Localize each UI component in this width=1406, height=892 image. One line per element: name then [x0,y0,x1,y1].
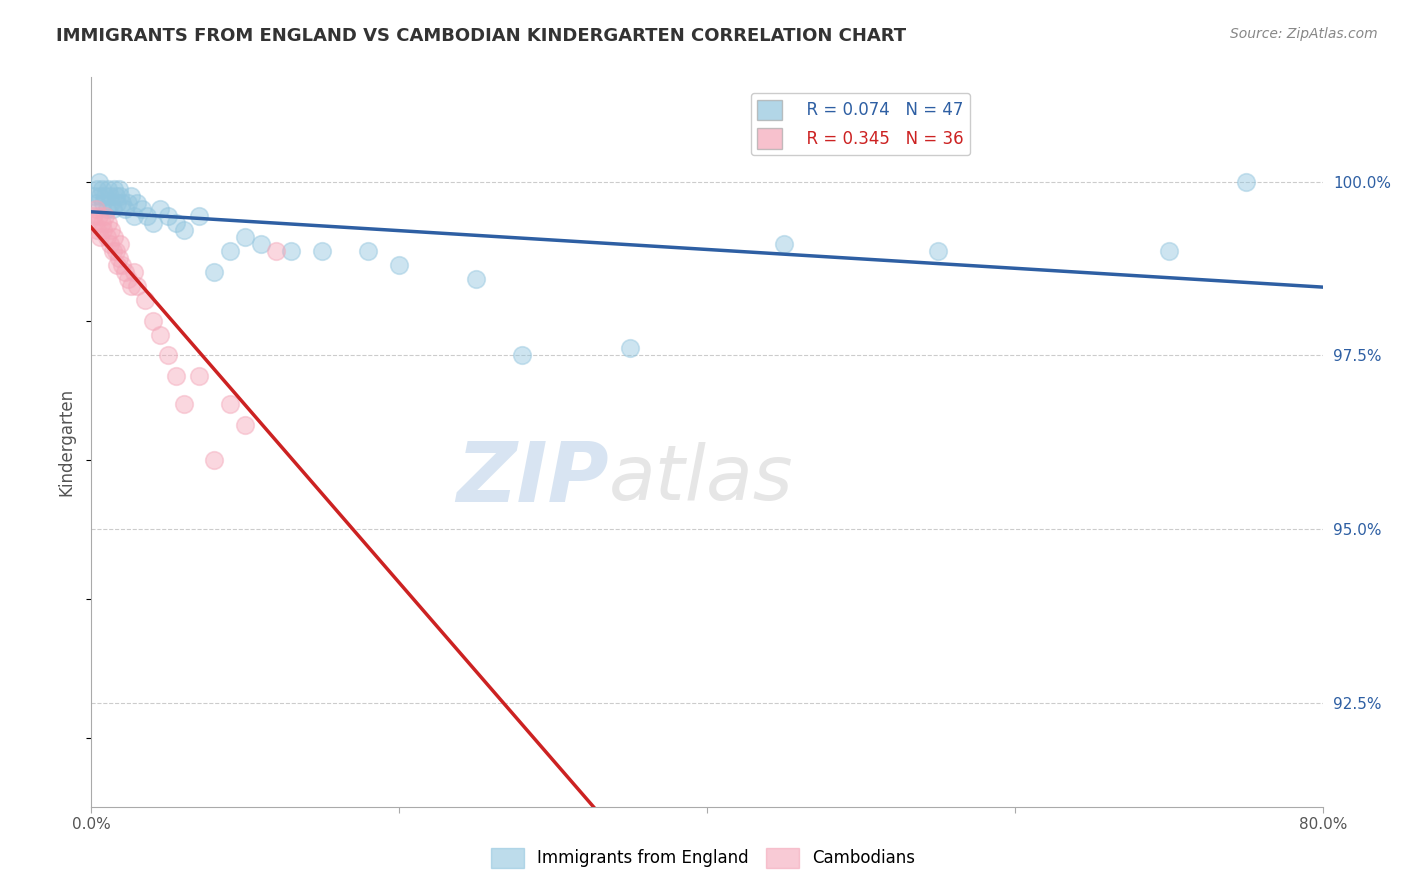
Point [1234,175,1257,189]
Text: atlas: atlas [609,442,793,516]
Point [233,230,256,244]
Point [773,237,796,252]
Point [173,223,195,237]
Point [165,216,187,230]
Point [108,251,131,265]
Point [93,223,115,237]
Point [89,230,111,244]
Point [84,202,107,217]
Point [108,181,131,195]
Point [84,195,107,210]
Point [117,195,139,210]
Point [218,397,240,411]
Point [96,202,118,217]
Text: Source: ZipAtlas.com: Source: ZipAtlas.com [1230,27,1378,41]
Point [110,237,132,252]
Point [124,210,146,224]
Point [111,258,134,272]
Point [97,216,120,230]
Point [264,244,287,259]
Point [127,195,149,210]
Point [105,195,128,210]
Point [1159,244,1181,259]
Point [96,230,118,244]
Point [927,244,949,259]
Point [87,175,110,189]
Point [87,210,110,224]
Point [142,216,165,230]
Point [114,265,136,279]
Point [98,188,121,202]
Legend: Immigrants from England, Cambodians: Immigrants from England, Cambodians [484,841,922,875]
Point [101,244,124,259]
Point [202,452,225,467]
Point [100,195,122,210]
Point [619,342,641,356]
Point [117,272,139,286]
Y-axis label: Kindergarten: Kindergarten [58,388,75,496]
Point [83,216,105,230]
Point [100,223,122,237]
Point [131,202,153,217]
Point [105,258,128,272]
Point [104,188,127,202]
Point [357,244,380,259]
Point [124,265,146,279]
Point [165,369,187,384]
Point [188,369,211,384]
Point [188,210,211,224]
Point [311,244,333,259]
Point [249,237,271,252]
Point [157,210,180,224]
Point [93,195,115,210]
Text: ZIP: ZIP [456,438,609,519]
Point [89,188,111,202]
Point [111,195,134,210]
Point [157,348,180,362]
Point [135,210,157,224]
Point [202,265,225,279]
Point [94,188,117,202]
Point [103,230,125,244]
Point [83,188,105,202]
Point [97,181,120,195]
Text: IMMIGRANTS FROM ENGLAND VS CAMBODIAN KINDERGARTEN CORRELATION CHART: IMMIGRANTS FROM ENGLAND VS CAMBODIAN KIN… [56,27,907,45]
Legend:   R = 0.074   N = 47,   R = 0.345   N = 36: R = 0.074 N = 47, R = 0.345 N = 36 [751,93,970,155]
Point [218,244,240,259]
Point [90,181,112,195]
Point [86,223,108,237]
Point [149,327,172,342]
Point [98,237,121,252]
Point [120,278,142,293]
Point [120,188,142,202]
Point [104,244,127,259]
Point [512,348,534,362]
Point [127,278,149,293]
Point [101,202,124,217]
Point [114,202,136,217]
Point [86,181,108,195]
Point [149,202,172,217]
Point [110,188,132,202]
Point [103,181,125,195]
Point [142,313,165,327]
Point [134,293,156,307]
Point [94,210,117,224]
Point [280,244,302,259]
Point [173,397,195,411]
Point [388,258,411,272]
Point [82,210,104,224]
Point [90,216,112,230]
Point [465,272,488,286]
Point [233,417,256,432]
